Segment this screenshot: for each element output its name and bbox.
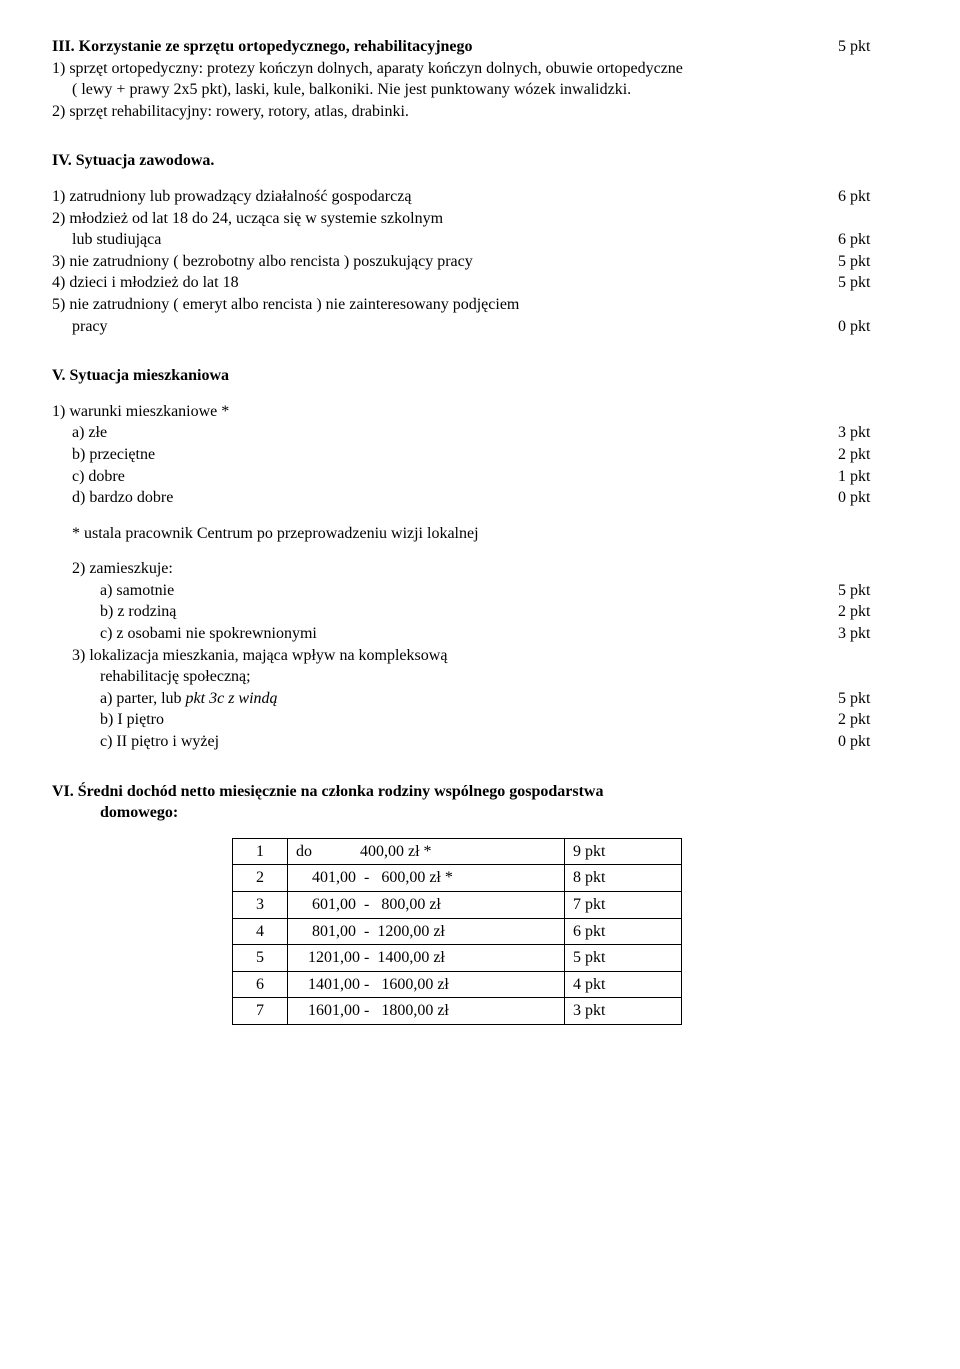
s4-i1: 1) zatrudniony lub prowadzący działalnoś…: [52, 186, 908, 208]
row-index: 1: [233, 838, 288, 865]
row-pts: 9 pkt: [565, 838, 682, 865]
s5-w-c-pts: 1 pkt: [830, 466, 908, 488]
row-index: 5: [233, 945, 288, 972]
s4-i5a: 5) nie zatrudniony ( emeryt albo rencist…: [52, 294, 908, 316]
table-row: 3 601,00 - 800,00 zł7 pkt: [233, 892, 682, 919]
row-range: 1201,00 - 1400,00 zł: [288, 945, 565, 972]
s6-heading-a: VI. Średni dochód netto miesięcznie na c…: [52, 781, 908, 803]
row-range: do 400,00 zł *: [288, 838, 565, 865]
s4-i2a: 2) młodzież od lat 18 do 24, ucząca się …: [52, 208, 908, 230]
s5-z-a: a) samotnie 5 pkt: [52, 580, 908, 602]
s5-l-title-b: rehabilitację społeczną;: [52, 666, 908, 688]
s5-z-c-pts: 3 pkt: [830, 623, 908, 645]
table-row: 6 1401,00 - 1600,00 zł4 pkt: [233, 971, 682, 998]
s5-l-a-plain: a) parter, lub: [100, 690, 186, 707]
row-pts: 3 pkt: [565, 998, 682, 1025]
row-pts: 4 pkt: [565, 971, 682, 998]
s5-l-a: a) parter, lub pkt 3c z windą 5 pkt: [52, 688, 908, 710]
s5-z-title: 2) zamieszkuje:: [52, 558, 908, 580]
s5-w-b: b) przeciętne 2 pkt: [52, 444, 908, 466]
s4-heading: IV. Sytuacja zawodowa.: [52, 150, 908, 172]
s3-line1: 1) sprzęt ortopedyczny: protezy kończyn …: [52, 58, 908, 80]
s5-w-a-pts: 3 pkt: [830, 422, 908, 444]
s5-l-title-a: 3) lokalizacja mieszkania, mająca wpływ …: [52, 645, 908, 667]
s5-heading: V. Sytuacja mieszkaniowa: [52, 365, 908, 387]
row-index: 3: [233, 892, 288, 919]
row-range: 601,00 - 800,00 zł: [288, 892, 565, 919]
s4-i5b-label: pracy: [52, 316, 830, 338]
s4-i2b: lub studiująca 6 pkt: [52, 229, 908, 251]
row-index: 2: [233, 865, 288, 892]
s5-z-c-label: c) z osobami nie spokrewnionymi: [52, 623, 830, 645]
s4-i4: 4) dzieci i młodzież do lat 18 5 pkt: [52, 272, 908, 294]
row-index: 6: [233, 971, 288, 998]
s6-heading-b: domowego:: [52, 802, 908, 824]
s5-l-a-label: a) parter, lub pkt 3c z windą: [52, 688, 830, 710]
s5-w-c-label: c) dobre: [52, 466, 830, 488]
s5-w-d-label: d) bardzo dobre: [52, 487, 830, 509]
s5-l-a-italic: pkt 3c z windą: [186, 690, 278, 707]
s5-l-a-pts: 5 pkt: [830, 688, 908, 710]
s5-w-b-label: b) przeciętne: [52, 444, 830, 466]
s5-w-a: a) złe 3 pkt: [52, 422, 908, 444]
table-row: 4 801,00 - 1200,00 zł6 pkt: [233, 918, 682, 945]
row-index: 7: [233, 998, 288, 1025]
s5-l-c-pts: 0 pkt: [830, 731, 908, 753]
s4-i4-label: 4) dzieci i młodzież do lat 18: [52, 272, 830, 294]
s5-z-b: b) z rodziną 2 pkt: [52, 601, 908, 623]
row-range: 1601,00 - 1800,00 zł: [288, 998, 565, 1025]
s5-z-b-pts: 2 pkt: [830, 601, 908, 623]
s5-l-b: b) I piętro 2 pkt: [52, 709, 908, 731]
s3-line1b: ( lewy + prawy 2x5 pkt), laski, kule, ba…: [52, 79, 908, 101]
s5-w-a-label: a) złe: [52, 422, 830, 444]
s5-w-title: 1) warunki mieszkaniowe *: [52, 401, 908, 423]
s5-w-b-pts: 2 pkt: [830, 444, 908, 466]
s5-z-c: c) z osobami nie spokrewnionymi 3 pkt: [52, 623, 908, 645]
row-pts: 6 pkt: [565, 918, 682, 945]
s3-title-row: III. Korzystanie ze sprzętu ortopedyczne…: [52, 36, 908, 58]
s5-l-c-label: c) II piętro i wyżej: [52, 731, 830, 753]
s5-l-c: c) II piętro i wyżej 0 pkt: [52, 731, 908, 753]
s4-i4-pts: 5 pkt: [830, 272, 908, 294]
income-table: 1do 400,00 zł *9 pkt2 401,00 - 600,00 zł…: [232, 838, 682, 1025]
row-range: 1401,00 - 1600,00 zł: [288, 971, 565, 998]
s5-w-d-pts: 0 pkt: [830, 487, 908, 509]
s3-title: III. Korzystanie ze sprzętu ortopedyczne…: [52, 36, 830, 58]
s5-z-a-label: a) samotnie: [52, 580, 830, 602]
row-pts: 8 pkt: [565, 865, 682, 892]
s5-w-c: c) dobre 1 pkt: [52, 466, 908, 488]
table-row: 5 1201,00 - 1400,00 zł5 pkt: [233, 945, 682, 972]
s5-l-b-label: b) I piętro: [52, 709, 830, 731]
s4-i3-pts: 5 pkt: [830, 251, 908, 273]
s4-i2b-pts: 6 pkt: [830, 229, 908, 251]
row-index: 4: [233, 918, 288, 945]
s4-i5b-pts: 0 pkt: [830, 316, 908, 338]
s4-i1-label: 1) zatrudniony lub prowadzący działalnoś…: [52, 186, 830, 208]
s3-line2: 2) sprzęt rehabilitacyjny: rowery, rotor…: [52, 101, 908, 123]
s4-i5b: pracy 0 pkt: [52, 316, 908, 338]
table-row: 7 1601,00 - 1800,00 zł3 pkt: [233, 998, 682, 1025]
table-row: 1do 400,00 zł *9 pkt: [233, 838, 682, 865]
table-row: 2 401,00 - 600,00 zł *8 pkt: [233, 865, 682, 892]
s5-w-d: d) bardzo dobre 0 pkt: [52, 487, 908, 509]
row-range: 801,00 - 1200,00 zł: [288, 918, 565, 945]
s4-i3: 3) nie zatrudniony ( bezrobotny albo ren…: [52, 251, 908, 273]
s3-title-pts: 5 pkt: [830, 36, 908, 58]
row-pts: 5 pkt: [565, 945, 682, 972]
income-table-body: 1do 400,00 zł *9 pkt2 401,00 - 600,00 zł…: [233, 838, 682, 1024]
s5-note: * ustala pracownik Centrum po przeprowad…: [52, 523, 908, 545]
s5-z-a-pts: 5 pkt: [830, 580, 908, 602]
s5-z-b-label: b) z rodziną: [52, 601, 830, 623]
s4-i2b-label: lub studiująca: [52, 229, 830, 251]
row-pts: 7 pkt: [565, 892, 682, 919]
s4-i1-pts: 6 pkt: [830, 186, 908, 208]
s4-i3-label: 3) nie zatrudniony ( bezrobotny albo ren…: [52, 251, 830, 273]
s5-l-b-pts: 2 pkt: [830, 709, 908, 731]
row-range: 401,00 - 600,00 zł *: [288, 865, 565, 892]
